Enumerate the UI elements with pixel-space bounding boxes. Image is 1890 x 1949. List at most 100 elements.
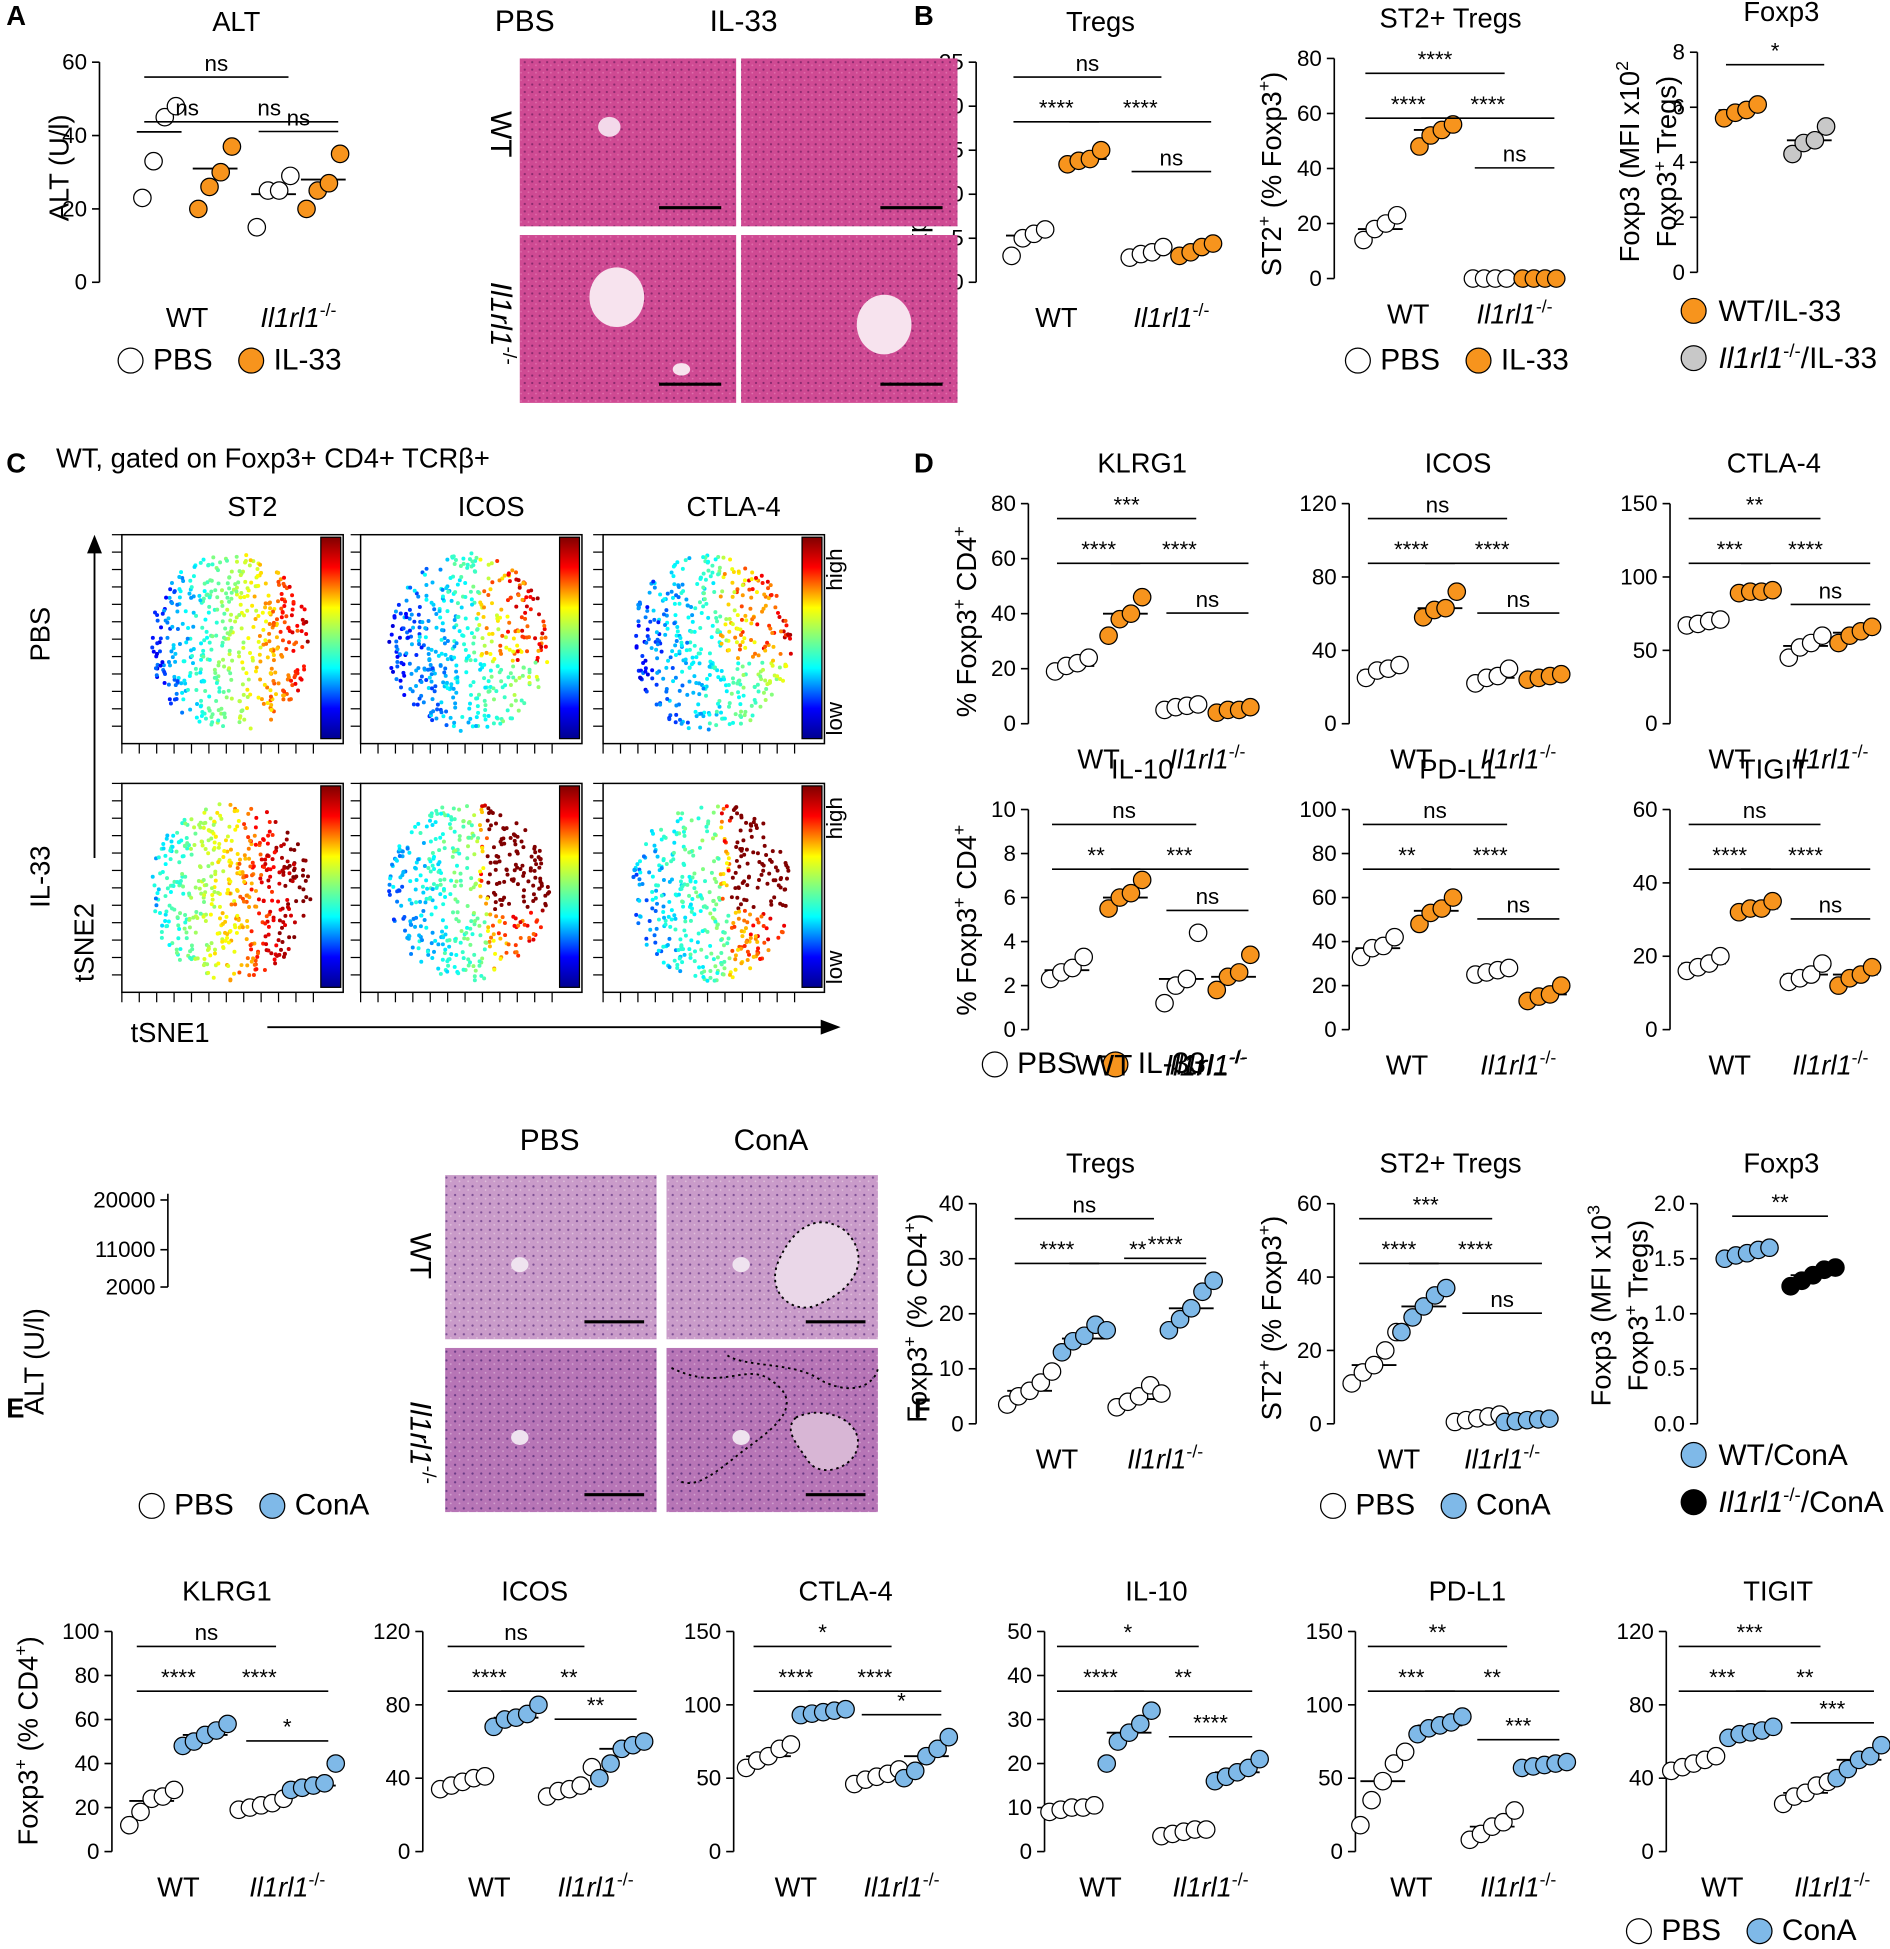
tsne-point (150, 874, 155, 879)
y-tick-label: 2 (1003, 973, 1015, 998)
tsne-point (434, 808, 439, 813)
tsne-point (441, 935, 446, 940)
tsne-point (455, 899, 460, 904)
tsne-point (216, 961, 221, 966)
legend-D: PBS IL-33 (981, 1047, 1206, 1080)
tsne-point (259, 880, 264, 885)
tsne-point (466, 844, 470, 849)
tsne-point (524, 604, 529, 609)
tsne-point (391, 669, 396, 674)
tsne-point (421, 841, 426, 846)
tsne-point (705, 560, 710, 565)
tsne-point (748, 822, 753, 827)
data-point (1130, 1714, 1150, 1734)
tsne-point (181, 884, 186, 889)
tsne-point (267, 601, 272, 606)
tsne-point (517, 585, 522, 590)
histology-image (741, 235, 958, 403)
y-tick-label: 4 (1672, 150, 1684, 175)
data-point (1052, 1342, 1072, 1362)
tsne-point (483, 717, 488, 722)
tsne-point (246, 677, 251, 682)
tsne-point (537, 612, 542, 617)
tsne-point (512, 692, 517, 697)
tsne-point (439, 871, 444, 876)
y-tick-label: 0 (1020, 1839, 1032, 1864)
tsne-point (188, 846, 193, 851)
tsne-point (710, 623, 715, 628)
tsne-point (168, 890, 173, 894)
y-tick-label: 150 (684, 1619, 721, 1644)
significance-label: * (1771, 38, 1780, 63)
tsne-point (247, 563, 252, 568)
tsne-point (478, 667, 483, 672)
tsne-point (760, 580, 765, 585)
tsne-point (488, 587, 493, 592)
tsne-point (540, 908, 545, 913)
tsne-point (662, 915, 667, 920)
tsne-point (439, 700, 444, 705)
tsne-point (545, 885, 550, 890)
y-tick-label: 80 (1312, 841, 1337, 866)
plot-title: KLRG1 (1097, 448, 1187, 479)
tsne-point (220, 603, 225, 608)
tsne-point (773, 865, 778, 870)
tsne-point (266, 924, 271, 929)
tsne-point (297, 885, 302, 890)
tsne-point (480, 636, 485, 641)
tsne-point (271, 658, 276, 663)
tsne-point (714, 879, 719, 884)
tsne-point (237, 654, 242, 659)
y-tick-label: 20000 (93, 1187, 155, 1212)
tsne-point (242, 822, 247, 827)
histology-condition-label: ConA (734, 1124, 809, 1157)
tsne-point (476, 836, 481, 841)
tsne-point (659, 837, 664, 842)
tsne-point (404, 598, 409, 603)
tsne-point (280, 868, 285, 873)
tsne-point (153, 909, 158, 914)
tsne-point (292, 868, 296, 873)
tsne-point (213, 834, 218, 839)
tsne-point (277, 870, 282, 875)
tsne-point (265, 841, 270, 846)
tsne-point (266, 833, 271, 838)
tsne-point (286, 947, 291, 952)
tsne-point (276, 599, 281, 604)
tsne-point (755, 622, 760, 627)
tsne-point (436, 653, 441, 658)
tsne-point (499, 607, 504, 612)
tsne-point (188, 949, 193, 954)
tsne-point (424, 896, 429, 901)
tsne-point (263, 857, 268, 862)
tsne-point (416, 946, 421, 951)
tsne-point (402, 692, 407, 697)
tsne-point (238, 595, 243, 600)
data-point (1403, 1308, 1422, 1327)
tsne-point (536, 648, 541, 653)
tsne-point (475, 839, 480, 844)
color-scale (320, 536, 342, 740)
tsne-point (283, 913, 288, 918)
tsne-point (700, 965, 705, 970)
tsne-point (727, 818, 732, 823)
tsne-point (180, 621, 185, 626)
tsne-point (752, 640, 757, 645)
tsne-point (458, 878, 463, 883)
legend-D-ko: Il1rl1-/- (1165, 1047, 1248, 1083)
histology-image (445, 1175, 657, 1340)
tsne-point (704, 601, 709, 606)
tsne-point (751, 850, 756, 855)
tsne-point (201, 963, 206, 968)
tsne-row-label: IL-33 (25, 846, 56, 908)
tsne-point (439, 651, 444, 656)
tsne-point (670, 595, 675, 600)
tsne-point (183, 874, 188, 879)
tsne-point (499, 679, 504, 684)
tsne-point (489, 639, 494, 644)
tsne-point (751, 615, 756, 620)
tsne-point (769, 902, 774, 907)
tsne-point (693, 879, 698, 884)
tsne-point (451, 910, 455, 915)
